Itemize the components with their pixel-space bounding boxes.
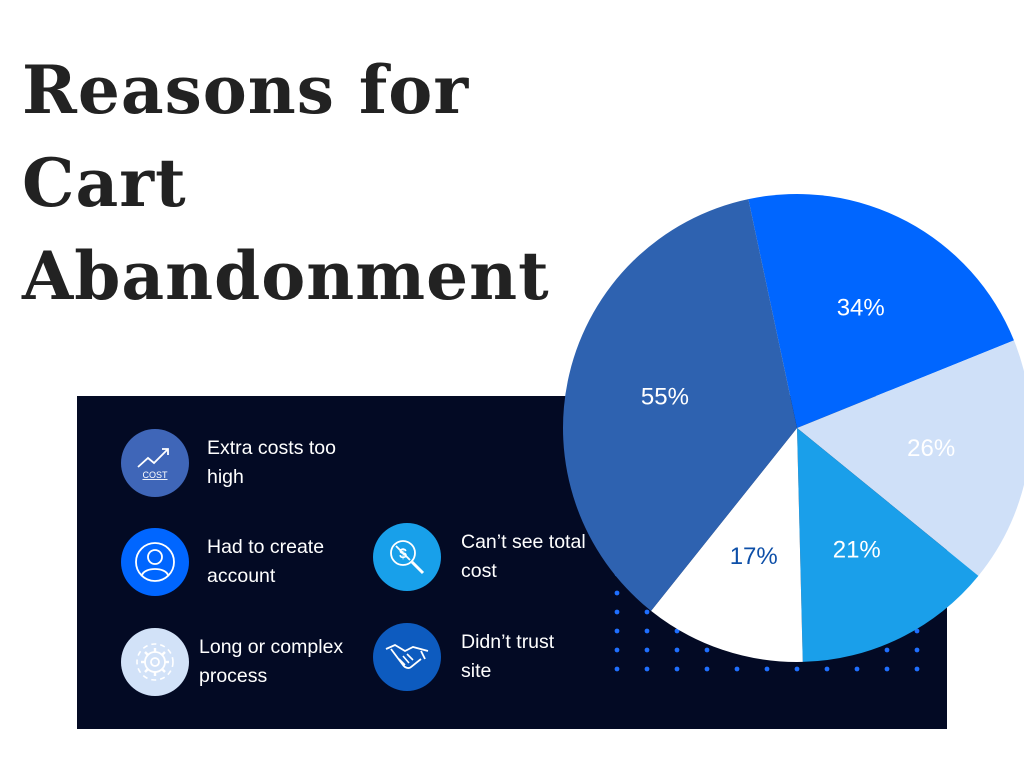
- decoration-dot: [644, 666, 650, 672]
- decoration-dot: [914, 628, 920, 634]
- decoration-dot: [614, 628, 620, 634]
- pie-data-label: 17%: [730, 543, 778, 570]
- legend-item-total-cost: $ Can’t see total cost: [373, 523, 586, 591]
- user-account-icon: [121, 528, 189, 596]
- legend-item-create-account: Had to create account: [121, 528, 324, 596]
- decoration-dot: [884, 666, 890, 672]
- title-line: Abandonment: [22, 237, 550, 315]
- decoration-dot: [674, 666, 680, 672]
- title-line: Cart: [22, 144, 187, 222]
- legend-label: Extra costs too high: [207, 437, 336, 488]
- decoration-dot: [674, 628, 680, 634]
- cost-trend-icon: COST: [121, 429, 189, 497]
- decoration-dot: [644, 628, 650, 634]
- page-title: Reasons for Cart Abandonment: [22, 44, 550, 323]
- decoration-dot: [764, 666, 770, 672]
- legend-label: Long or complex process: [199, 636, 344, 687]
- pie-data-label: 34%: [837, 295, 885, 322]
- decoration-dot: [644, 609, 650, 615]
- handshake-icon: [373, 623, 441, 691]
- decoration-dot: [674, 647, 680, 653]
- decoration-dot: [614, 590, 620, 596]
- legend-item-extra-costs: COST Extra costs too high: [121, 429, 336, 497]
- decoration-dot: [614, 647, 620, 653]
- legend-item-complex-process: Long or complex process: [121, 628, 343, 696]
- decoration-dot: [824, 666, 830, 672]
- pie-slice: [797, 428, 979, 662]
- decoration-dot: [854, 666, 860, 672]
- decoration-dot: [734, 666, 740, 672]
- pie-data-label: 55%: [641, 383, 689, 410]
- pie-data-label: 21%: [833, 536, 881, 563]
- decoration-dot: [614, 609, 620, 615]
- decoration-dot: [704, 666, 710, 672]
- decoration-dot: [704, 647, 710, 653]
- decoration-dot: [914, 666, 920, 672]
- legend-label: Can’t see total cost: [461, 531, 586, 582]
- decoration-dot: [794, 666, 800, 672]
- pie-slice: [563, 199, 797, 611]
- pie-slice: [651, 428, 803, 662]
- legend-item-trust: Didn’t trust site: [373, 623, 554, 691]
- hidden-cost-search-icon: $: [373, 523, 441, 591]
- cost-icon-text: COST: [142, 470, 168, 480]
- decoration-dot: [614, 666, 620, 672]
- decoration-dot: [884, 647, 890, 653]
- decoration-dot: [914, 647, 920, 653]
- pie-slice: [797, 340, 1024, 576]
- gear-process-icon: [121, 628, 189, 696]
- decoration-dot: [644, 647, 650, 653]
- pie-slice: [748, 194, 1014, 428]
- legend-label: Had to create account: [207, 536, 325, 587]
- legend-label: Didn’t trust site: [461, 631, 555, 682]
- title-line: Reasons for: [22, 51, 470, 129]
- pie-data-label: 26%: [907, 435, 955, 462]
